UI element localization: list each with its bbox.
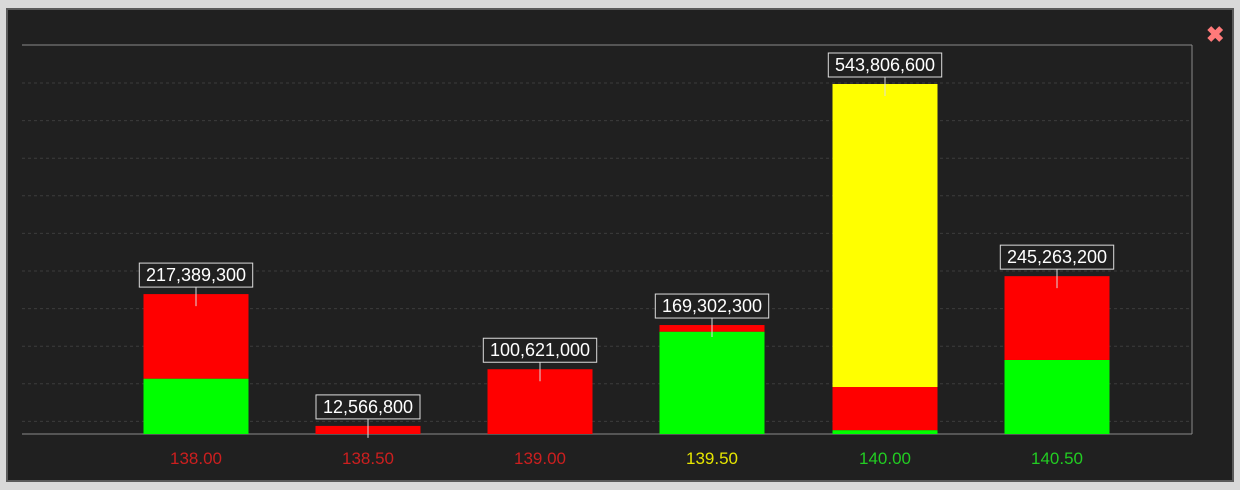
x-tick-label: 138.00 <box>170 449 222 468</box>
data-label: 169,302,300 <box>662 296 762 316</box>
bar-segment <box>1004 359 1110 434</box>
total-label-box <box>315 394 421 420</box>
x-tick-label: 139.00 <box>514 449 566 468</box>
x-tick-label: 140.00 <box>859 449 911 468</box>
data-label: 100,621,000 <box>490 340 590 360</box>
data-label: 543,806,600 <box>835 55 935 75</box>
data-label: 12,566,800 <box>323 397 413 417</box>
x-tick-label: 138.50 <box>342 449 394 468</box>
total-label-box <box>999 244 1115 270</box>
x-tick-label: 140.50 <box>1031 449 1083 468</box>
total-label-box <box>827 52 943 78</box>
bar-segment <box>832 84 938 388</box>
x-tick-label: 139.50 <box>686 449 738 468</box>
bar-segment <box>1004 276 1110 360</box>
data-label: 245,263,200 <box>1007 247 1107 267</box>
total-label-box <box>138 262 254 288</box>
bar-segment <box>659 331 765 434</box>
total-label-box <box>654 293 770 319</box>
bar-segment <box>832 387 938 431</box>
bar-segment <box>143 294 249 379</box>
data-label: 217,389,300 <box>146 265 246 285</box>
bar-segment <box>832 430 938 434</box>
bar-segment <box>143 378 249 434</box>
total-label-box <box>482 337 598 363</box>
close-icon[interactable]: ✖ <box>1206 22 1225 47</box>
